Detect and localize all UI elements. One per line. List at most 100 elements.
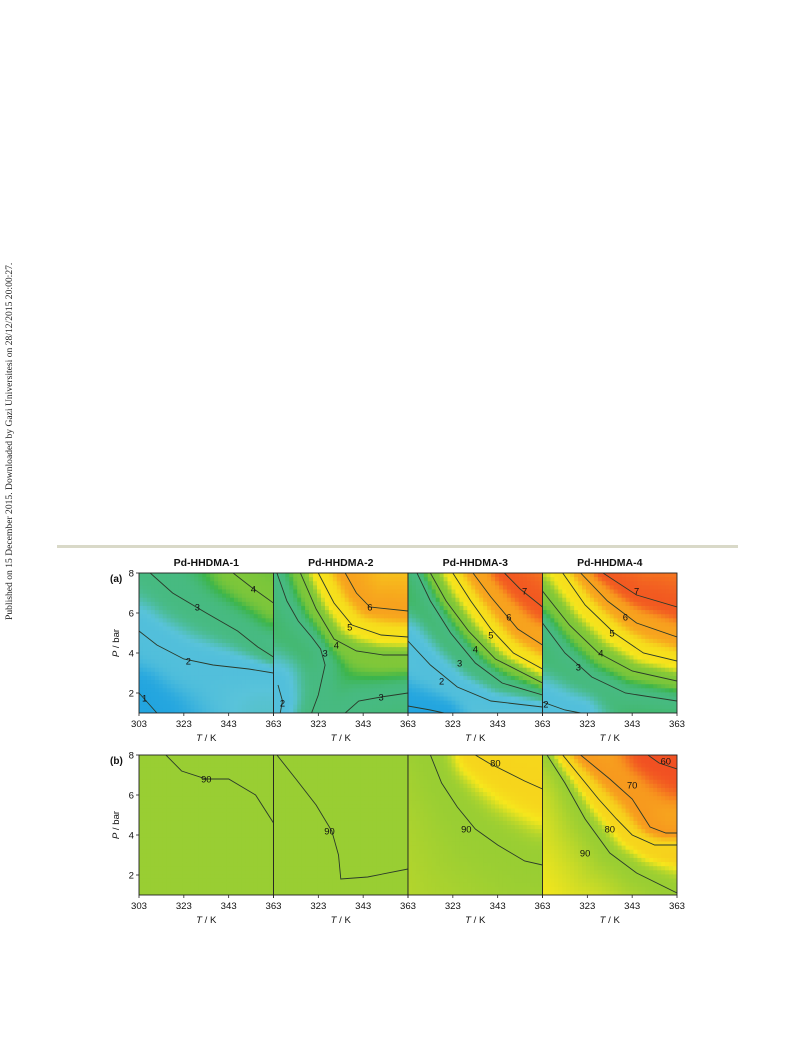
heat-cell <box>582 659 587 665</box>
heat-cell <box>605 647 611 652</box>
heat-cell <box>301 696 306 702</box>
heat-cell <box>226 696 231 702</box>
heat-cell <box>170 638 176 644</box>
heat-cell <box>241 663 247 669</box>
heat-cell <box>502 614 508 619</box>
heat-cell <box>431 651 437 656</box>
heat-cell <box>273 671 279 677</box>
heat-cell <box>332 589 338 595</box>
heat-cell <box>506 692 512 698</box>
heat-cell <box>558 593 563 599</box>
heat-cell <box>471 651 476 656</box>
heat-cell <box>245 696 251 702</box>
heat-cell <box>589 647 595 652</box>
heat-cell <box>510 638 516 644</box>
heat-cell <box>586 597 591 603</box>
heat-cell <box>455 704 461 710</box>
heat-cell <box>554 577 559 582</box>
heat-cell <box>328 614 334 619</box>
heat-cell <box>162 614 168 619</box>
heat-cell <box>218 626 223 632</box>
heat-cell <box>514 634 520 640</box>
heat-cell <box>281 675 286 681</box>
heat-cell <box>613 680 619 685</box>
heat-cell <box>483 692 488 698</box>
heat-cell <box>542 626 548 632</box>
heat-cell <box>356 651 362 656</box>
heat-cell <box>570 688 575 694</box>
heat-cell <box>404 675 408 681</box>
heat-cell <box>273 638 279 644</box>
heat-cell <box>336 585 342 591</box>
heat-cell <box>495 622 500 628</box>
heat-cell <box>336 589 342 595</box>
heat-cell <box>229 671 235 677</box>
heat-cell <box>273 659 279 665</box>
heat-cell <box>657 618 662 624</box>
heat-cell <box>570 614 575 619</box>
heat-cell <box>439 675 445 681</box>
heat-cell <box>566 704 571 710</box>
heat-cell <box>344 680 350 685</box>
heat-cell <box>257 589 263 595</box>
heat-cell <box>617 597 623 603</box>
heat-cell <box>265 585 271 591</box>
heat-cell <box>570 671 575 677</box>
heat-cell <box>190 647 195 652</box>
heat-cell <box>542 634 548 640</box>
heat-cell <box>625 585 631 591</box>
heat-cell <box>526 634 532 640</box>
heat-cell <box>467 700 472 706</box>
heat-cell <box>301 597 306 603</box>
heat-cell <box>510 667 516 673</box>
heat-cell <box>142 630 148 636</box>
heat-cell <box>139 655 144 661</box>
heat-cell <box>150 787 156 793</box>
heat-cell <box>241 593 247 599</box>
heat-cell <box>550 675 555 681</box>
heat-cell <box>305 696 310 702</box>
heat-cell <box>447 630 453 636</box>
heat-cell <box>297 589 302 595</box>
heat-cell <box>324 647 330 652</box>
heat-cell <box>479 577 484 582</box>
heat-cell <box>344 605 350 611</box>
heat-cell <box>261 573 267 578</box>
heat-cell <box>566 671 571 677</box>
heat-cell <box>419 671 425 677</box>
heat-cell <box>423 700 429 706</box>
heat-cell <box>400 696 405 702</box>
heat-cell <box>593 573 599 578</box>
heat-cell <box>170 663 176 669</box>
heat-cell <box>154 816 160 822</box>
heat-cell <box>408 626 413 632</box>
heat-cell <box>190 684 195 689</box>
heat-cell <box>400 684 405 689</box>
heat-cell <box>483 647 488 652</box>
heat-cell <box>285 585 290 591</box>
heat-cell <box>324 659 330 665</box>
heat-cell <box>348 614 354 619</box>
heat-cell <box>324 643 330 648</box>
heat-cell <box>637 684 642 689</box>
heat-cell <box>202 601 207 607</box>
heat-cell <box>336 667 342 673</box>
heat-cell <box>372 585 377 591</box>
heat-cell <box>467 626 472 632</box>
heat-cell <box>392 630 397 636</box>
heat-cell <box>491 581 496 586</box>
heat-cell <box>491 663 496 669</box>
heat-cell <box>661 647 666 652</box>
heat-cell <box>530 700 536 706</box>
heat-cell <box>566 696 571 702</box>
heat-cell <box>297 614 302 619</box>
heat-cell <box>550 630 555 636</box>
heat-cell <box>530 684 536 689</box>
heat-cell <box>467 708 472 713</box>
heat-cell <box>388 680 393 685</box>
heat-cell <box>305 585 310 591</box>
heat-cell <box>162 820 168 826</box>
heat-cell <box>190 680 195 685</box>
heat-cell <box>142 659 148 665</box>
heat-cell <box>368 688 373 694</box>
